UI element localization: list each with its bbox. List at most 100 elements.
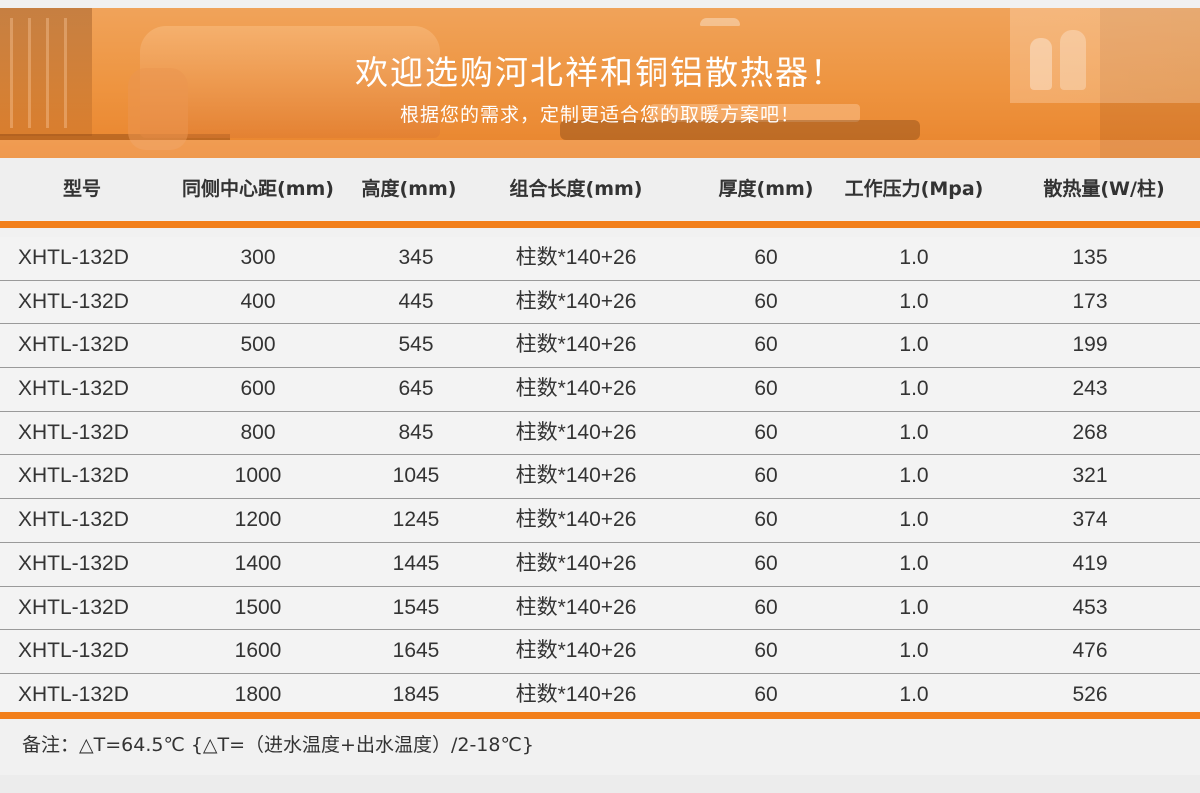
cell-height: 345 [398,246,434,269]
banner-title: 欢迎选购河北祥和铜铝散热器！ [355,53,845,92]
banner-table-graphic [560,120,920,140]
cell-height: 445 [398,289,434,313]
table-row: XHTL-132D 500 545 柱数*140+26 60 1.0 199 [0,324,1200,369]
cell-thickness: 60 [754,508,778,532]
cell-heat-output: 453 [1072,595,1108,619]
cell-center-distance: 1500 [234,595,282,619]
cell-heat-output: 321 [1072,464,1108,488]
banner-vase-graphic-2 [1060,30,1086,90]
cell-heat-output: 476 [1072,639,1108,663]
cell-center-distance: 400 [240,289,276,313]
cell-working-pressure: 1.0 [899,420,929,444]
cell-model: XHTL-132D [18,595,129,619]
cell-model: XHTL-132D [18,551,129,575]
cell-model: XHTL-132D [18,420,129,444]
cell-center-distance: 500 [240,333,276,357]
cell-working-pressure: 1.0 [899,377,929,401]
footer-divider-bar [0,712,1200,719]
cell-working-pressure: 1.0 [899,639,929,663]
banner-shelf-graphic [1010,8,1200,103]
cell-heat-output: 526 [1072,682,1108,706]
cell-height: 545 [398,333,434,357]
cell-combined-length: 柱数*140+26 [515,595,637,619]
cell-combined-length: 柱数*140+26 [515,551,637,575]
table-row: XHTL-132D 1600 1645 柱数*140+26 60 1.0 476 [0,630,1200,674]
banner-cabinet-graphic [1100,8,1200,158]
banner-sofa-graphic [140,26,440,138]
cell-combined-length: 柱数*140+26 [515,246,637,269]
cell-thickness: 60 [754,377,778,401]
cell-height: 1045 [392,464,440,488]
table-row: XHTL-132D 400 445 柱数*140+26 60 1.0 173 [0,280,1200,325]
header-height: 高度(mm) [361,178,457,200]
cell-working-pressure: 1.0 [899,595,929,619]
banner-floor-graphic [0,140,1200,158]
cell-model: XHTL-132D [18,464,129,488]
cell-height: 1845 [392,682,440,706]
cell-working-pressure: 1.0 [899,464,929,488]
cell-thickness: 60 [754,551,778,575]
cell-center-distance: 1400 [234,551,282,575]
footnote: 备注：△T=64.5℃ {△T=（进水温度+出水温度）/2-18℃} [22,734,534,756]
table-body: XHTL-132D 300 345 柱数*140+26 60 1.0 135 XHTL-132… [0,237,1200,717]
cell-heat-output: 268 [1072,420,1108,444]
table-header: 型号 同侧中心距(mm) 高度(mm) 组合长度(mm) 厚度(mm) 工作压力… [0,158,1200,220]
cell-thickness: 60 [754,595,778,619]
cell-height: 1445 [392,551,440,575]
header-divider-bar [0,221,1200,228]
cell-heat-output: 374 [1072,508,1108,532]
cell-model: XHTL-132D [18,508,129,532]
cell-combined-length: 柱数*140+26 [515,377,637,401]
cell-combined-length: 柱数*140+26 [515,682,637,706]
cell-heat-output: 419 [1072,551,1108,575]
table-row: XHTL-132D 600 645 柱数*140+26 60 1.0 243 [0,368,1200,412]
bottom-strip [0,775,1200,793]
banner-vase-graphic [1030,38,1052,90]
cell-combined-length: 柱数*140+26 [515,508,637,532]
cell-heat-output: 173 [1072,289,1108,313]
cell-center-distance: 1000 [234,464,282,488]
cell-model: XHTL-132D [18,246,129,269]
banner-lamp-graphic [700,18,740,26]
banner-sill-graphic [0,134,230,140]
footer: 备注：△T=64.5℃ {△T=（进水温度+出水温度）/2-18℃} [0,720,1200,775]
banner-table-top-graphic [650,104,860,122]
cell-thickness: 60 [754,289,778,313]
header-thickness: 厚度(mm) [718,178,814,200]
cell-heat-output: 135 [1072,246,1108,269]
cell-combined-length: 柱数*140+26 [515,464,637,488]
cell-working-pressure: 1.0 [899,289,929,313]
cell-height: 1645 [392,639,440,663]
cell-thickness: 60 [754,464,778,488]
table-row: XHTL-132D 1000 1045 柱数*140+26 60 1.0 321 [0,455,1200,500]
cell-center-distance: 1600 [234,639,282,663]
cell-combined-length: 柱数*140+26 [515,289,637,313]
cell-working-pressure: 1.0 [899,333,929,357]
banner-window-graphic [0,8,92,136]
cell-combined-length: 柱数*140+26 [515,639,637,663]
cell-working-pressure: 1.0 [899,246,929,269]
table-row: XHTL-132D 1500 1545 柱数*140+26 60 1.0 453 [0,586,1200,631]
banner-sofa-arm-graphic [128,68,188,150]
cell-working-pressure: 1.0 [899,551,929,575]
cell-thickness: 60 [754,682,778,706]
cell-center-distance: 300 [240,246,276,269]
table-row: XHTL-132D 1800 1845 柱数*140+26 60 1.0 526 [0,673,1200,717]
cell-heat-output: 243 [1072,377,1108,401]
table-row: XHTL-132D 800 845 柱数*140+26 60 1.0 268 [0,411,1200,456]
cell-height: 645 [398,377,434,401]
cell-working-pressure: 1.0 [899,508,929,532]
cell-heat-output: 199 [1072,333,1108,357]
cell-thickness: 60 [754,246,778,269]
header-center-distance: 同侧中心距(mm) [182,178,334,200]
cell-height: 845 [398,420,434,444]
cell-working-pressure: 1.0 [899,682,929,706]
cell-model: XHTL-132D [18,333,129,357]
banner: 欢迎选购河北祥和铜铝散热器！ 根据您的需求，定制更适合您的取暖方案吧！ [0,8,1200,158]
cell-thickness: 60 [754,420,778,444]
cell-model: XHTL-132D [18,682,129,706]
cell-thickness: 60 [754,333,778,357]
cell-height: 1245 [392,508,440,532]
cell-center-distance: 1200 [234,508,282,532]
cell-center-distance: 600 [240,377,276,401]
